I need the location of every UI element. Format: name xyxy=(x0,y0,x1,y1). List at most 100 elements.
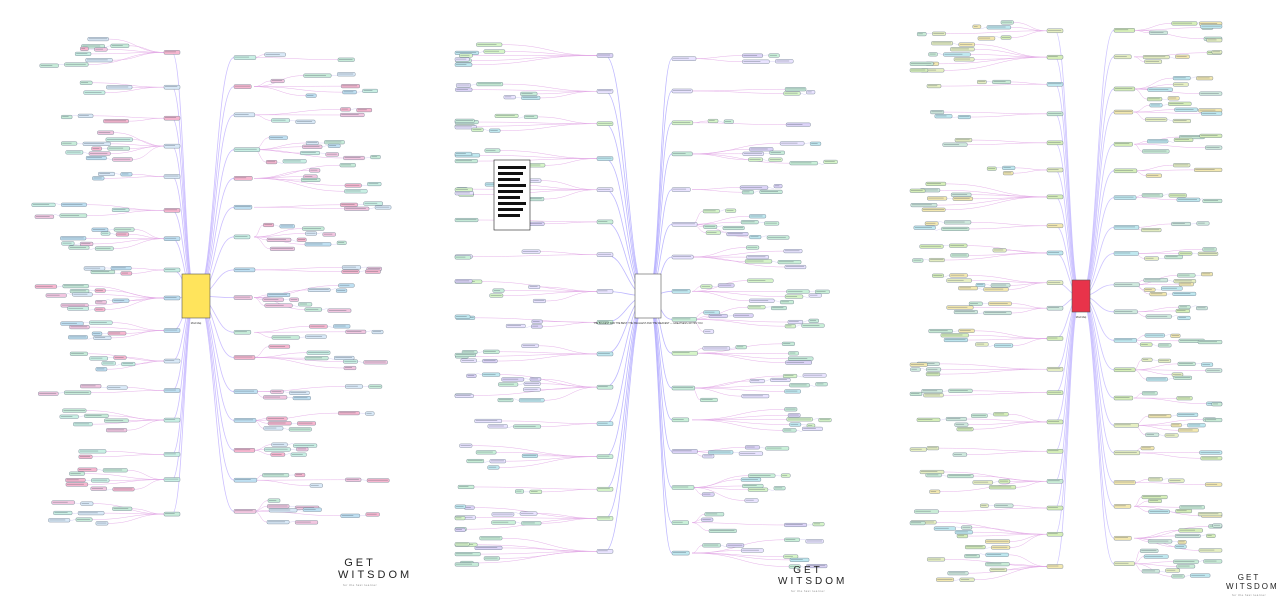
mind-map-node[interactable] xyxy=(531,324,543,329)
mind-map-node[interactable] xyxy=(521,521,542,526)
mind-map-node[interactable] xyxy=(1113,504,1132,509)
mind-map-node[interactable] xyxy=(702,454,715,459)
mind-map-node[interactable] xyxy=(94,47,108,52)
mind-map-node[interactable] xyxy=(295,119,316,124)
mind-map-node[interactable] xyxy=(106,85,133,90)
mind-map-node[interactable] xyxy=(267,498,281,503)
mind-map-node[interactable] xyxy=(1113,109,1134,115)
mind-map-node[interactable] xyxy=(1046,111,1064,117)
mind-map-node[interactable] xyxy=(596,219,614,225)
mind-map-node[interactable] xyxy=(489,459,506,464)
mind-map-node[interactable] xyxy=(671,254,694,260)
mind-map-node[interactable] xyxy=(1046,367,1064,372)
mind-map-node[interactable] xyxy=(84,413,109,418)
mind-map-node[interactable] xyxy=(596,549,614,554)
mind-map-node[interactable] xyxy=(998,479,1011,484)
mind-map-node[interactable] xyxy=(671,520,689,525)
mind-map-node[interactable] xyxy=(596,384,614,390)
mind-map-node[interactable] xyxy=(1179,505,1205,510)
mind-map-node[interactable] xyxy=(163,208,181,213)
mind-map-node[interactable] xyxy=(305,334,327,339)
mind-map-node[interactable] xyxy=(596,421,614,426)
mind-map-node[interactable] xyxy=(747,278,774,283)
mind-map-node[interactable] xyxy=(1046,82,1064,87)
mind-map-node[interactable] xyxy=(337,72,356,77)
mind-map-node[interactable] xyxy=(671,187,691,192)
mind-map-node[interactable] xyxy=(454,552,481,557)
mind-map-node[interactable] xyxy=(1140,342,1153,347)
mind-map-node[interactable] xyxy=(1046,250,1064,256)
mind-map-node[interactable] xyxy=(1145,117,1168,122)
mind-map-node[interactable] xyxy=(1141,569,1160,574)
mind-map-node[interactable] xyxy=(1175,54,1190,59)
mind-map-node[interactable] xyxy=(596,252,614,257)
mind-map-node[interactable] xyxy=(952,452,968,457)
mind-map-node[interactable] xyxy=(1113,536,1132,541)
mind-map-node[interactable] xyxy=(233,389,258,394)
mind-map-node[interactable] xyxy=(909,362,928,367)
mind-map-node[interactable] xyxy=(288,427,312,432)
mind-map-node[interactable] xyxy=(1046,140,1064,146)
mind-map-node[interactable] xyxy=(1046,449,1064,454)
mind-map-node[interactable] xyxy=(788,564,801,569)
mind-map-node[interactable] xyxy=(932,273,944,278)
mind-map-node[interactable] xyxy=(233,147,261,152)
mind-map-node[interactable] xyxy=(233,477,258,483)
mind-map-node[interactable] xyxy=(1046,564,1064,569)
mind-map-node[interactable] xyxy=(271,335,300,340)
mind-map-node[interactable] xyxy=(1046,532,1064,537)
mind-map-node[interactable] xyxy=(307,287,331,292)
mind-map-node[interactable] xyxy=(596,516,614,521)
mind-map-node[interactable] xyxy=(1142,55,1170,60)
mind-map-node[interactable] xyxy=(454,352,476,357)
mind-map-node[interactable] xyxy=(1113,86,1135,92)
mind-map-node[interactable] xyxy=(1113,338,1137,343)
mind-map-node[interactable] xyxy=(671,151,693,157)
mind-map-node[interactable] xyxy=(163,267,181,273)
mind-map-node[interactable] xyxy=(596,53,614,58)
mind-map-node[interactable] xyxy=(783,91,801,96)
mind-map-node[interactable] xyxy=(1113,395,1134,401)
mind-map-node[interactable] xyxy=(943,338,968,343)
mind-map-node[interactable] xyxy=(596,487,614,492)
mind-map-node[interactable] xyxy=(79,80,93,85)
mind-map-node[interactable] xyxy=(992,79,1012,84)
mind-map-node[interactable] xyxy=(1172,291,1197,296)
mind-map-node[interactable] xyxy=(916,417,941,422)
mind-map-node[interactable] xyxy=(1149,103,1163,108)
mind-map-node[interactable] xyxy=(233,55,257,60)
mind-map-node[interactable] xyxy=(596,89,614,94)
mind-map-node[interactable] xyxy=(735,345,747,350)
mind-map-node[interactable] xyxy=(340,513,361,518)
mind-map-node[interactable] xyxy=(671,385,695,391)
mind-map-node[interactable] xyxy=(233,448,256,453)
mind-map-node[interactable] xyxy=(780,473,791,478)
mind-map-node[interactable] xyxy=(671,222,698,227)
mind-map-node[interactable] xyxy=(1046,336,1064,341)
mind-map-node[interactable] xyxy=(163,143,181,149)
mind-map-node[interactable] xyxy=(294,472,306,477)
mind-map-node[interactable] xyxy=(746,255,769,260)
mind-map-node[interactable] xyxy=(368,384,383,389)
mind-map-node[interactable] xyxy=(521,95,541,100)
mind-map-node[interactable] xyxy=(977,80,987,85)
mind-map-node[interactable] xyxy=(163,511,181,517)
mind-map-node[interactable] xyxy=(671,289,691,294)
mind-map-node[interactable] xyxy=(233,295,253,300)
mind-map-node[interactable] xyxy=(704,512,725,517)
mind-map-node[interactable] xyxy=(106,428,128,433)
mind-map-node[interactable] xyxy=(671,417,690,423)
mind-map-node[interactable] xyxy=(596,289,614,294)
mind-map-node[interactable] xyxy=(784,294,804,299)
mind-map-node[interactable] xyxy=(163,116,181,121)
central-topic[interactable] xyxy=(181,273,211,319)
mind-map-node[interactable] xyxy=(304,307,322,312)
mind-map-node[interactable] xyxy=(1113,480,1136,485)
mind-map-node[interactable] xyxy=(521,343,539,348)
mind-map-node[interactable] xyxy=(83,266,106,271)
mind-map-node[interactable] xyxy=(103,119,129,124)
mind-map-node[interactable] xyxy=(671,485,695,490)
mind-map-node[interactable] xyxy=(1113,195,1137,200)
mind-map-node[interactable] xyxy=(1170,423,1182,428)
mind-map-node[interactable] xyxy=(271,118,290,123)
